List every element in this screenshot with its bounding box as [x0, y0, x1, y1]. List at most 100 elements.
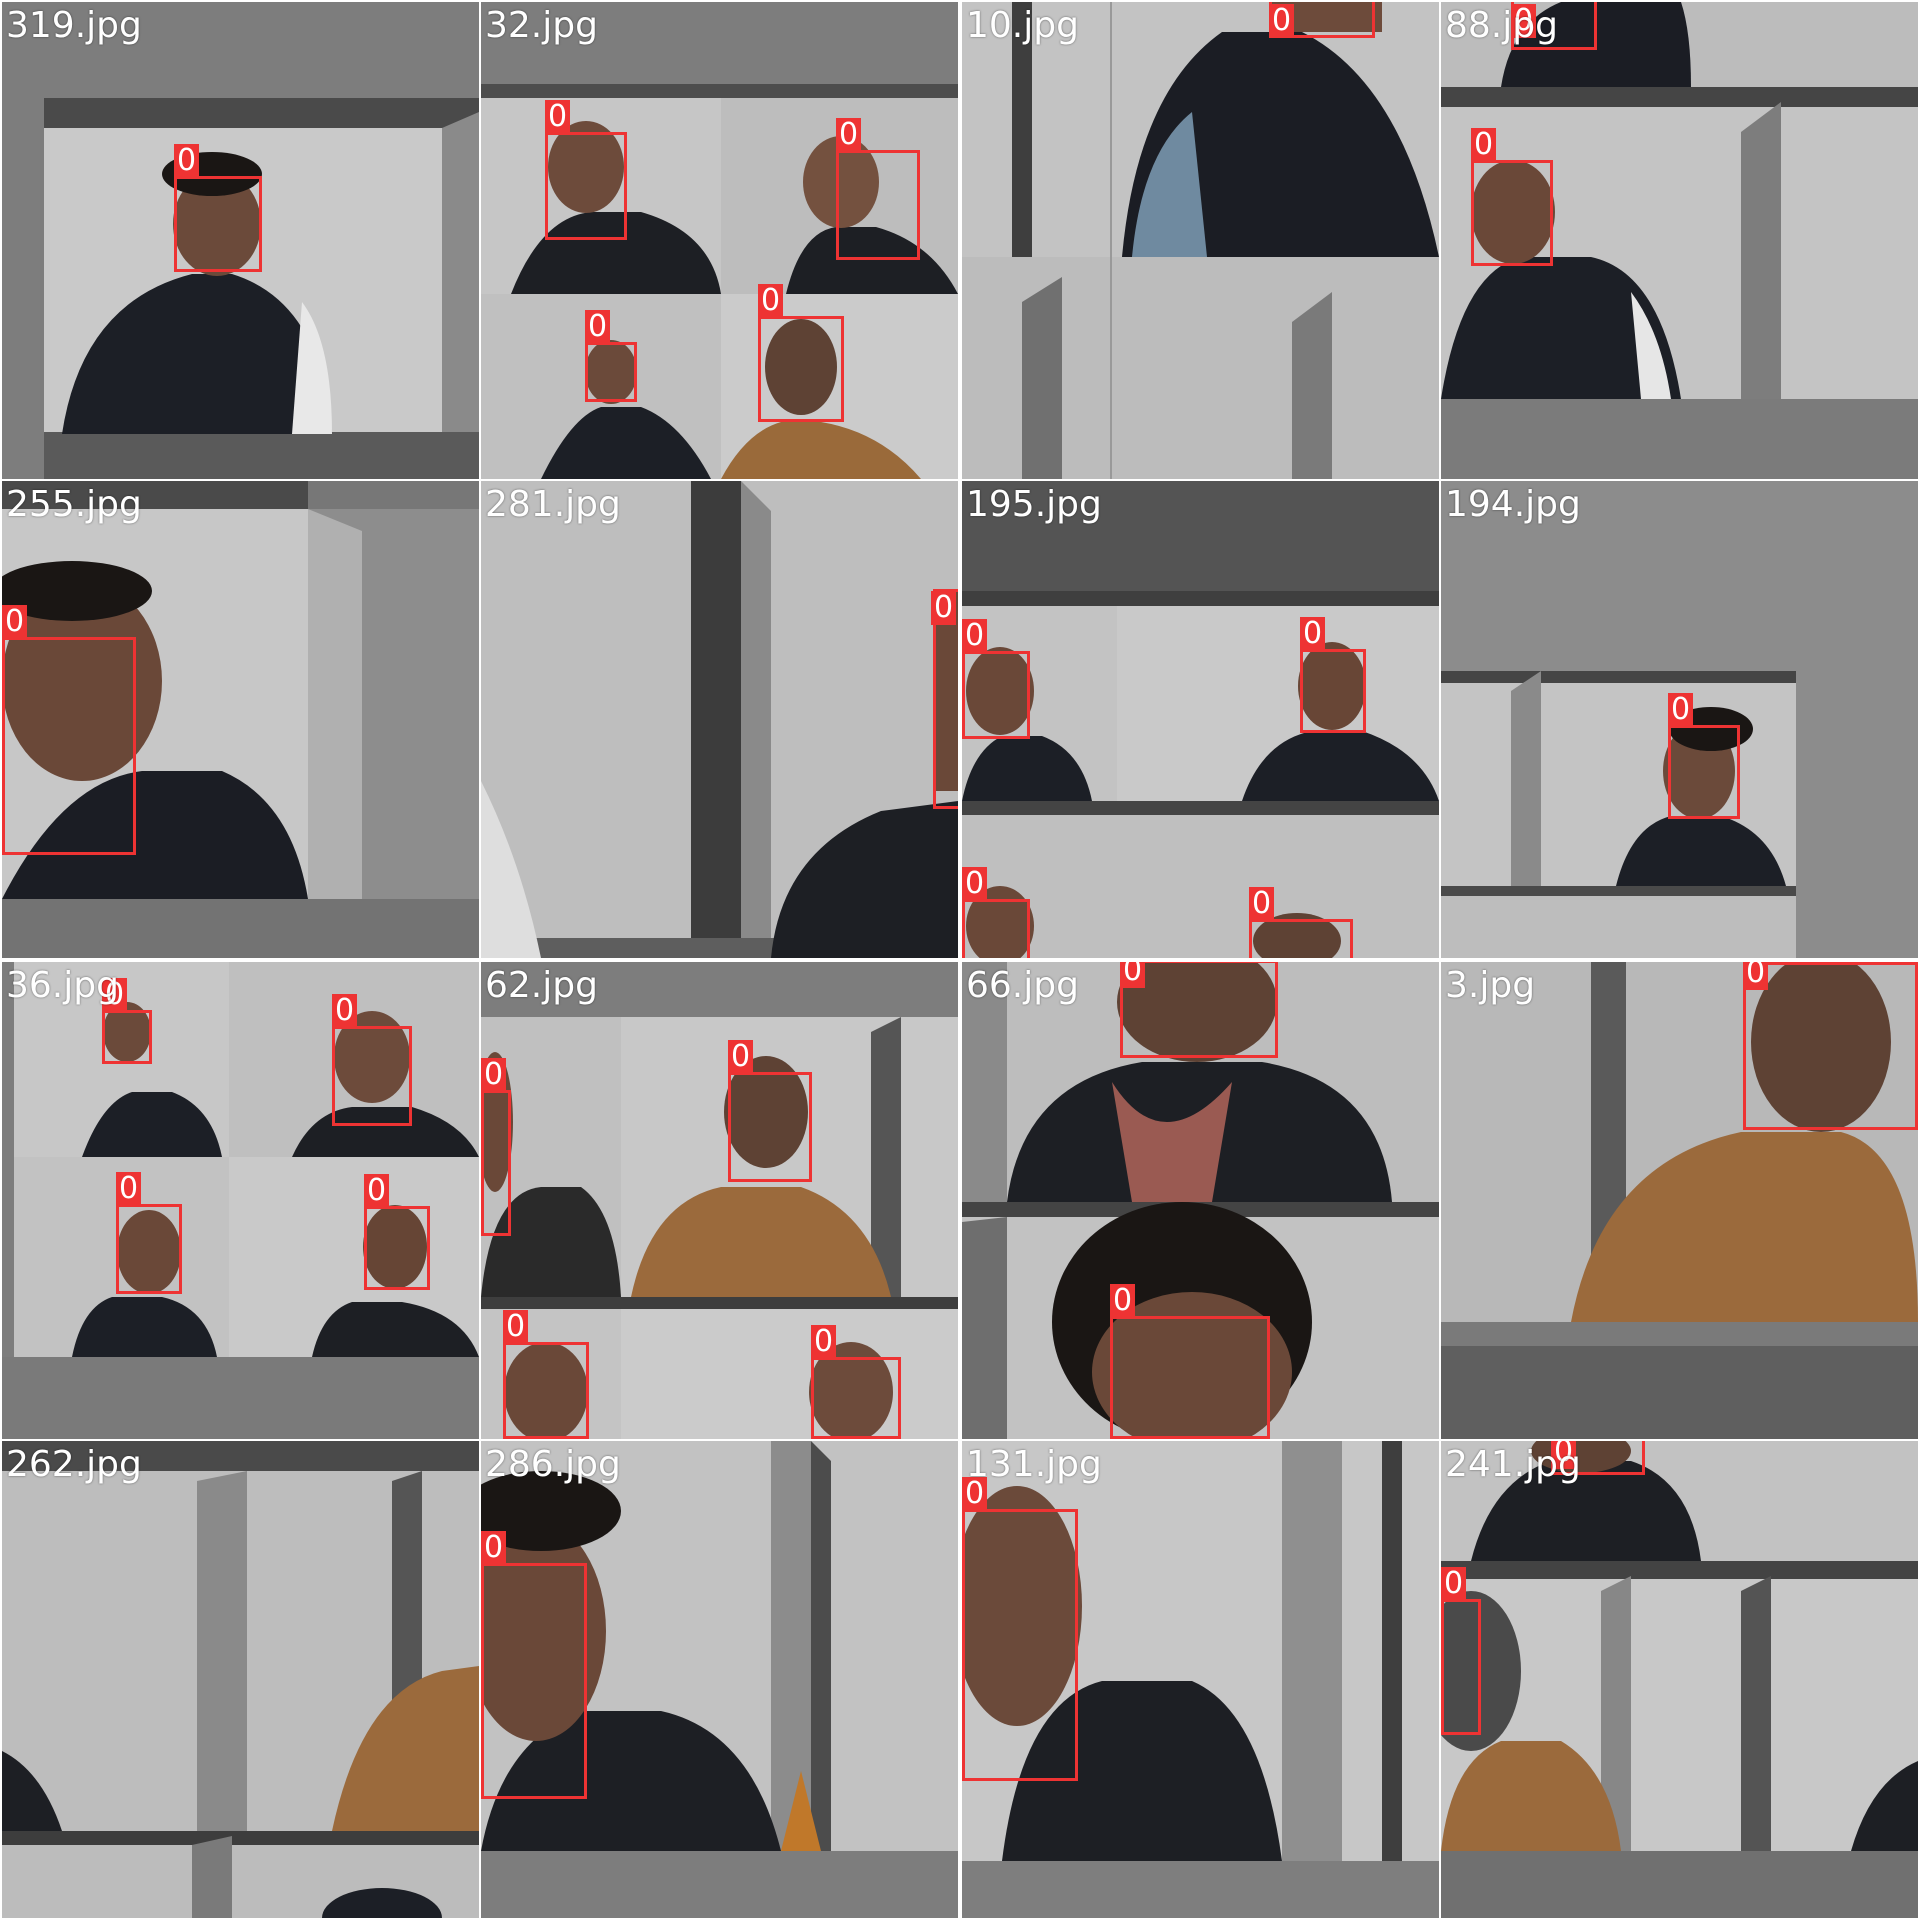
- class-label: 0: [1551, 1441, 1577, 1469]
- class-label: 0: [1110, 1284, 1136, 1318]
- tile-filename: 194.jpg: [1445, 484, 1581, 525]
- class-label: 0: [1471, 128, 1497, 162]
- face-bounding-box: [481, 1090, 511, 1236]
- tile-filename: 66.jpg: [966, 965, 1079, 1006]
- face-bounding-box: [481, 1563, 587, 1799]
- tile-filename: 10.jpg: [966, 5, 1079, 46]
- class-label: 0: [1269, 4, 1295, 38]
- photo-scene: [962, 2, 1439, 479]
- face-bounding-box: [1743, 962, 1918, 1130]
- face-bounding-box: [836, 150, 920, 260]
- class-label: 0: [962, 867, 988, 901]
- mosaic-tile: 0 0 0 0 36.jpg: [2, 962, 479, 1439]
- face-bounding-box: [962, 651, 1030, 739]
- class-label: 0: [811, 1325, 837, 1359]
- class-label: 0: [758, 284, 784, 318]
- tile-filename: 3.jpg: [1445, 965, 1536, 1006]
- face-bounding-box: [1441, 1599, 1481, 1735]
- face-bounding-box: [728, 1072, 812, 1182]
- mosaic-tile: 0 0 0 0 32.jpg: [481, 2, 958, 479]
- face-bounding-box: [585, 342, 637, 402]
- class-label: 0: [1668, 693, 1694, 727]
- mosaic-tile: 0 131.jpg: [962, 1441, 1439, 1918]
- mosaic-tile: 0 3.jpg: [1441, 962, 1918, 1439]
- class-label: 0: [962, 1477, 988, 1511]
- photo-scene: [481, 481, 958, 958]
- photo-scene: [481, 962, 958, 1439]
- photo-scene: [2, 1441, 479, 1918]
- class-label: 0: [836, 118, 862, 152]
- face-bounding-box: [364, 1206, 430, 1290]
- class-label: 0: [1120, 962, 1146, 988]
- face-bounding-box: [1249, 919, 1353, 958]
- class-label: 0: [1511, 4, 1537, 38]
- mosaic-tile: 0 286.jpg: [481, 1441, 958, 1918]
- photo-scene: [962, 962, 1439, 1439]
- tile-filename: 255.jpg: [6, 484, 142, 525]
- class-label: 0: [1300, 617, 1326, 651]
- mosaic-tile: 0 0 88.jpg: [1441, 2, 1918, 479]
- mosaic-tile: 0 255.jpg: [2, 481, 479, 958]
- class-label: 0: [503, 1310, 529, 1344]
- mosaic-tile: 0 319.jpg: [2, 2, 479, 479]
- mosaic-tile: 262.jpg: [2, 1441, 479, 1918]
- tile-filename: 62.jpg: [485, 965, 598, 1006]
- photo-scene: [481, 1441, 958, 1918]
- tile-filename: 281.jpg: [485, 484, 621, 525]
- class-label: 0: [116, 1172, 142, 1206]
- class-label: 0: [1743, 962, 1769, 990]
- face-bounding-box: [811, 1357, 901, 1439]
- mosaic-tile: 0 0 66.jpg: [962, 962, 1439, 1439]
- tile-filename: 241.jpg: [1445, 1444, 1581, 1485]
- face-bounding-box: [1120, 962, 1278, 1058]
- face-bounding-box: [332, 1026, 412, 1126]
- face-bounding-box: [1110, 1316, 1270, 1439]
- tile-filename: 262.jpg: [6, 1444, 142, 1485]
- tile-filename: 131.jpg: [966, 1444, 1102, 1485]
- tile-filename: 195.jpg: [966, 484, 1102, 525]
- face-bounding-box: [933, 589, 958, 809]
- face-bounding-box: [758, 316, 844, 422]
- tile-filename: 88.jpg: [1445, 5, 1558, 46]
- class-label: 0: [931, 591, 957, 625]
- photo-scene: [2, 962, 479, 1439]
- class-label: 0: [481, 1531, 507, 1565]
- mosaic-tile: 0 0 0 0 195.jpg: [962, 481, 1439, 958]
- mosaic-tile: 0 281.jpg: [481, 481, 958, 958]
- face-bounding-box: [962, 1509, 1078, 1781]
- photo-scene: [1441, 962, 1918, 1439]
- face-bounding-box: [1471, 160, 1553, 266]
- tile-filename: 286.jpg: [485, 1444, 621, 1485]
- class-label: 0: [728, 1040, 754, 1074]
- class-label: 0: [545, 100, 571, 134]
- photo-scene: [2, 481, 479, 958]
- class-label: 0: [1441, 1567, 1467, 1601]
- face-bounding-box: [962, 899, 1030, 958]
- class-label: 0: [2, 605, 28, 639]
- face-bounding-box: [174, 176, 262, 272]
- face-bounding-box: [1300, 649, 1366, 733]
- face-bounding-box: [102, 1010, 152, 1064]
- class-label: 0: [174, 144, 200, 178]
- class-label: 0: [1249, 887, 1275, 921]
- photo-scene: [962, 1441, 1439, 1918]
- face-bounding-box: [1668, 725, 1740, 819]
- class-label: 0: [102, 978, 128, 1012]
- class-label: 0: [481, 1058, 507, 1092]
- tile-filename: 319.jpg: [6, 5, 142, 46]
- mosaic-tile: 0 10.jpg: [962, 2, 1439, 479]
- class-label: 0: [962, 619, 988, 653]
- face-bounding-box: [503, 1342, 589, 1439]
- class-label: 0: [364, 1174, 390, 1208]
- photo-scene: [1441, 1441, 1918, 1918]
- mosaic-tile: 0 0 241.jpg: [1441, 1441, 1918, 1918]
- class-label: 0: [585, 310, 611, 344]
- face-bounding-box: [116, 1204, 182, 1294]
- mosaic-tile: 0 194.jpg: [1441, 481, 1918, 958]
- face-bounding-box: [545, 132, 627, 240]
- class-label: 0: [332, 994, 358, 1028]
- photo-scene: [962, 481, 1439, 958]
- face-bounding-box: [2, 637, 136, 855]
- tile-filename: 32.jpg: [485, 5, 598, 46]
